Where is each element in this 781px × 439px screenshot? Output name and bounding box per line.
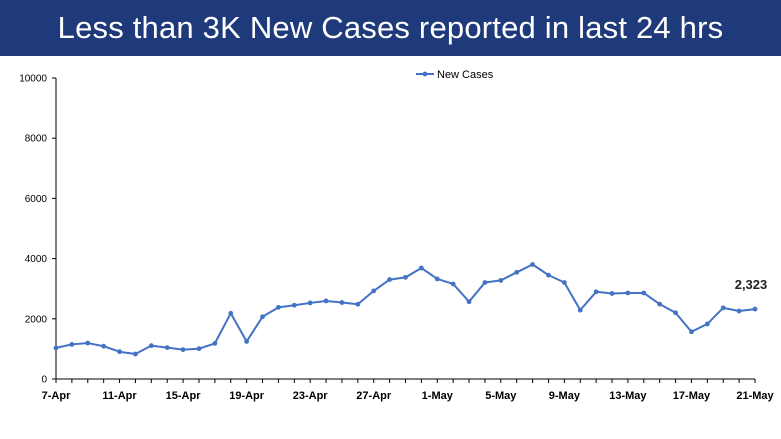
x-axis: 7-Apr 11-Apr 15-Apr 19-Apr 23-Apr 27-Apr 1-May… bbox=[42, 378, 775, 402]
data-point bbox=[355, 301, 361, 307]
data-point bbox=[260, 314, 265, 320]
data-point bbox=[53, 345, 59, 351]
data-point bbox=[117, 349, 122, 355]
data-point bbox=[720, 305, 726, 311]
data-point bbox=[466, 299, 472, 305]
data-point bbox=[403, 274, 408, 280]
data-point bbox=[704, 321, 710, 327]
y-tick-label: 0 bbox=[41, 375, 47, 386]
data-point bbox=[530, 262, 535, 267]
data-point bbox=[148, 343, 154, 349]
annotations: 2,323 bbox=[735, 277, 768, 292]
data-point bbox=[85, 340, 91, 346]
data-point bbox=[498, 278, 504, 283]
data-point bbox=[577, 307, 583, 313]
x-tick-label: 23-Apr bbox=[293, 390, 329, 402]
data-point bbox=[180, 347, 186, 353]
data-point bbox=[323, 298, 329, 304]
data-point bbox=[418, 265, 424, 271]
y-tick-label: 6000 bbox=[25, 194, 48, 205]
data-point bbox=[339, 300, 345, 305]
line-chart: 0 2000 4000 6000 8000 10000 7-Apr 11-Apr 15-Apr… bbox=[19, 69, 775, 402]
x-tick-label: 13-May bbox=[609, 390, 647, 402]
data-point bbox=[736, 308, 742, 314]
data-point bbox=[133, 351, 138, 357]
x-tick-label: 21-May bbox=[736, 390, 774, 402]
data-point bbox=[244, 339, 250, 344]
data-point bbox=[593, 289, 599, 295]
y-axis: 0 2000 4000 6000 8000 10000 bbox=[19, 74, 57, 386]
data-point bbox=[657, 301, 663, 307]
y-tick-label: 4000 bbox=[25, 254, 48, 265]
y-tick-label: 10000 bbox=[19, 74, 47, 85]
data-point bbox=[212, 340, 218, 346]
y-tick-label: 8000 bbox=[25, 134, 48, 145]
data-point bbox=[450, 281, 456, 287]
x-tick-label: 7-Apr bbox=[42, 390, 71, 402]
legend-label: New Cases bbox=[437, 69, 494, 81]
data-point bbox=[641, 290, 647, 296]
data-point bbox=[371, 288, 377, 294]
data-point bbox=[514, 269, 520, 275]
legend-swatch-marker bbox=[422, 71, 428, 77]
x-tick-label: 5-May bbox=[485, 390, 517, 402]
data-point bbox=[689, 329, 694, 335]
data-point bbox=[276, 304, 281, 310]
x-tick-label: 9-May bbox=[549, 390, 581, 402]
data-point bbox=[164, 345, 170, 351]
x-tick-label: 17-May bbox=[673, 390, 711, 402]
x-tick-label: 19-Apr bbox=[229, 390, 265, 402]
data-point bbox=[387, 277, 393, 282]
data-point bbox=[101, 343, 107, 349]
data-point bbox=[561, 280, 567, 285]
x-tick-label: 27-Apr bbox=[356, 390, 392, 402]
x-tick-label: 11-Apr bbox=[102, 390, 137, 402]
data-point bbox=[482, 280, 488, 285]
x-tick-label: 1-May bbox=[422, 390, 454, 402]
x-tick-label: 15-Apr bbox=[166, 390, 202, 402]
data-point bbox=[673, 310, 678, 316]
data-point bbox=[752, 306, 758, 312]
data-point bbox=[307, 300, 313, 306]
chart-title: Less than 3K New Cases reported in last … bbox=[57, 10, 724, 45]
data-point bbox=[69, 341, 75, 347]
data-point bbox=[625, 290, 631, 296]
y-tick-label: 2000 bbox=[25, 314, 48, 325]
data-point bbox=[546, 272, 551, 278]
data-point bbox=[196, 346, 202, 352]
legend: New Cases bbox=[416, 69, 494, 81]
data-point bbox=[434, 276, 440, 282]
data-label-last: 2,323 bbox=[735, 277, 768, 292]
data-point bbox=[228, 310, 234, 316]
series-new-cases bbox=[53, 262, 758, 357]
data-point bbox=[291, 302, 297, 308]
data-point bbox=[609, 291, 615, 296]
title-banner: Less than 3K New Cases reported in last … bbox=[0, 0, 781, 56]
